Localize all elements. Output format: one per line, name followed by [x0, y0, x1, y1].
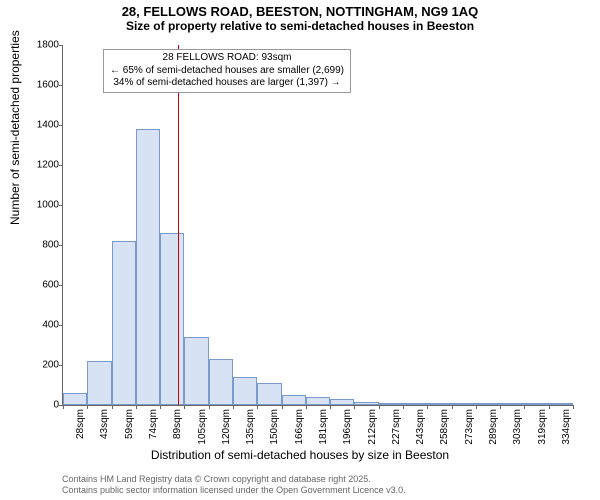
x-tick-mark [379, 405, 380, 409]
histogram-bar [452, 403, 476, 405]
footer-line1: Contains HM Land Registry data © Crown c… [62, 474, 406, 485]
x-tick-label: 273sqm [464, 409, 475, 445]
histogram-bar [160, 233, 184, 405]
x-tick-mark [306, 405, 307, 409]
x-tick-mark [354, 405, 355, 409]
histogram-bar [63, 393, 87, 405]
x-tick-label: 334sqm [561, 409, 572, 445]
histogram-bar [354, 402, 378, 405]
x-tick-mark [500, 405, 501, 409]
histogram-bar [427, 403, 451, 405]
x-tick-mark [160, 405, 161, 409]
x-tick-mark [257, 405, 258, 409]
x-tick-mark [209, 405, 210, 409]
annotation-line2: ← 65% of semi-detached houses are smalle… [110, 65, 344, 78]
histogram-bar [379, 403, 403, 405]
histogram-bar [306, 397, 330, 405]
histogram-bar [184, 337, 208, 405]
x-tick-mark [330, 405, 331, 409]
y-tick-mark [59, 365, 63, 366]
x-tick-label: 319sqm [537, 409, 548, 445]
histogram-bar [233, 377, 257, 405]
marker-annotation-box: 28 FELLOWS ROAD: 93sqm ← 65% of semi-det… [103, 49, 351, 93]
histogram-bar [136, 129, 160, 405]
chart-footer: Contains HM Land Registry data © Crown c… [62, 474, 406, 496]
y-tick-mark [59, 325, 63, 326]
histogram-bar [549, 403, 573, 405]
histogram-bar [209, 359, 233, 405]
marker-vertical-line [178, 45, 179, 405]
histogram-bar [257, 383, 281, 405]
chart-plot-area: 02004006008001000120014001600180028sqm43… [62, 45, 573, 406]
histogram-bar [524, 403, 548, 405]
x-tick-mark [549, 405, 550, 409]
y-tick-mark [59, 125, 63, 126]
y-axis-label: Number of semi-detached properties [8, 30, 22, 225]
x-tick-label: 227sqm [391, 409, 402, 445]
x-axis-label: Distribution of semi-detached houses by … [0, 448, 600, 462]
x-tick-label: 181sqm [318, 409, 329, 445]
x-tick-mark [233, 405, 234, 409]
x-tick-label: 303sqm [512, 409, 523, 445]
histogram-bar [476, 403, 500, 405]
y-tick-mark [59, 165, 63, 166]
histogram-bar [330, 399, 354, 405]
x-tick-mark [476, 405, 477, 409]
x-tick-mark [63, 405, 64, 409]
x-tick-label: 28sqm [75, 409, 86, 439]
x-tick-label: 166sqm [294, 409, 305, 445]
x-tick-label: 196sqm [342, 409, 353, 445]
histogram-bar [87, 361, 111, 405]
x-tick-mark [282, 405, 283, 409]
x-tick-mark [403, 405, 404, 409]
x-tick-label: 74sqm [148, 409, 159, 439]
y-tick-mark [59, 205, 63, 206]
x-tick-mark [573, 405, 574, 409]
x-tick-label: 212sqm [367, 409, 378, 445]
histogram-bar [282, 395, 306, 405]
title-line1: 28, FELLOWS ROAD, BEESTON, NOTTINGHAM, N… [0, 4, 600, 19]
y-tick-mark [59, 45, 63, 46]
title-line2: Size of property relative to semi-detach… [0, 19, 600, 33]
x-tick-mark [524, 405, 525, 409]
x-tick-label: 243sqm [415, 409, 426, 445]
x-tick-mark [136, 405, 137, 409]
x-tick-label: 258sqm [439, 409, 450, 445]
y-tick-mark [59, 285, 63, 286]
x-tick-label: 150sqm [269, 409, 280, 445]
x-tick-label: 59sqm [124, 409, 135, 439]
y-tick-mark [59, 85, 63, 86]
x-tick-label: 135sqm [245, 409, 256, 445]
x-tick-label: 289sqm [488, 409, 499, 445]
x-tick-mark [427, 405, 428, 409]
y-tick-mark [59, 245, 63, 246]
x-tick-label: 105sqm [197, 409, 208, 445]
x-tick-mark [87, 405, 88, 409]
footer-line2: Contains public sector information licen… [62, 485, 406, 496]
x-tick-mark [112, 405, 113, 409]
x-tick-label: 89sqm [172, 409, 183, 439]
histogram-bar [112, 241, 136, 405]
x-tick-mark [184, 405, 185, 409]
histogram-bar [403, 403, 427, 405]
x-tick-label: 43sqm [99, 409, 110, 439]
chart-title-block: 28, FELLOWS ROAD, BEESTON, NOTTINGHAM, N… [0, 0, 600, 33]
annotation-line1: 28 FELLOWS ROAD: 93sqm [110, 52, 344, 65]
x-tick-mark [452, 405, 453, 409]
x-tick-label: 120sqm [221, 409, 232, 445]
histogram-bar [500, 403, 524, 405]
annotation-line3: 34% of semi-detached houses are larger (… [110, 77, 344, 90]
